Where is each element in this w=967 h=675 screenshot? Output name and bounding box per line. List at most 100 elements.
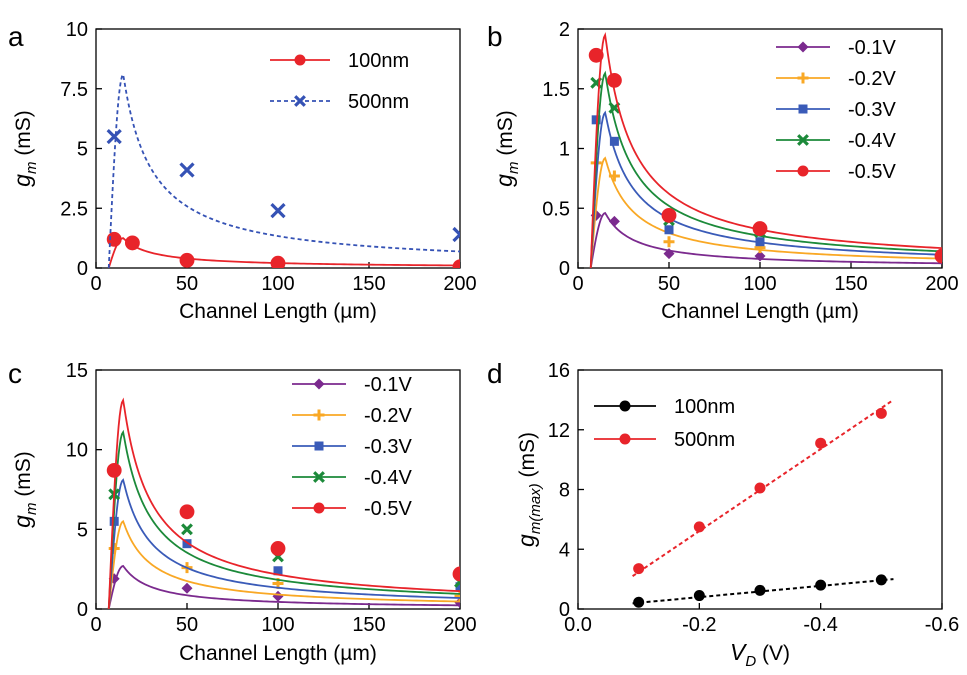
y-label-unit: (mS) xyxy=(12,110,35,161)
series-500nm xyxy=(632,399,895,577)
data-point xyxy=(663,248,675,260)
x-tick-label: 100 xyxy=(261,614,294,636)
legend-item: -0.3V xyxy=(776,99,896,121)
data-point xyxy=(179,252,195,268)
y-axis-label: gm (mS) xyxy=(9,110,40,187)
y-label-symbol: g xyxy=(513,534,539,547)
y-tick-label: 16 xyxy=(548,360,570,382)
data-point xyxy=(588,47,604,63)
fit-line xyxy=(632,578,894,605)
data-point xyxy=(124,235,140,251)
y-axis-label: gm (mS) xyxy=(491,110,522,187)
y-label-subscript: m(max) xyxy=(527,483,544,534)
x-tick-label: 200 xyxy=(443,273,476,295)
y-tick-label: 4 xyxy=(559,539,570,561)
y-tick-label: 7.5 xyxy=(60,79,88,101)
x-tick-label: 150 xyxy=(352,614,385,636)
data-point xyxy=(181,523,193,536)
y-tick-label: 0 xyxy=(559,258,570,280)
legend-label: -0.2V xyxy=(848,68,896,90)
x-tick-label: 0 xyxy=(572,273,583,295)
legend-marker xyxy=(313,378,325,390)
legend-item: 500nm xyxy=(270,91,409,113)
data-point xyxy=(934,248,942,264)
legend-marker xyxy=(798,104,808,114)
x-tick-label: 50 xyxy=(658,273,680,295)
y-tick-label: 2 xyxy=(559,19,570,41)
data-point xyxy=(106,462,122,478)
y-label-subscript: m xyxy=(23,162,40,175)
legend-item: -0.1V xyxy=(776,37,896,59)
x-axis-label: Channel Length (µm) xyxy=(179,642,377,665)
data-point xyxy=(754,584,766,596)
y-axis-label: gm(max) (mS) xyxy=(513,432,544,547)
legend-marker xyxy=(797,165,809,177)
series--0.5V xyxy=(106,397,460,609)
series-curve xyxy=(107,519,460,609)
x-tick-label: 150 xyxy=(352,273,385,295)
y-tick-label: 5 xyxy=(77,519,88,541)
legend-marker xyxy=(797,72,809,84)
legend-item: -0.2V xyxy=(776,68,896,90)
y-tick-label: 0 xyxy=(559,599,570,621)
y-label-subscript: m xyxy=(23,503,40,516)
panel-letter: d xyxy=(487,358,503,389)
plot-area xyxy=(588,31,942,268)
y-tick-label: 5 xyxy=(77,139,88,161)
legend: 100nm 500nm xyxy=(594,396,735,451)
x-tick-label: -0.2 xyxy=(682,614,716,636)
legend-marker xyxy=(619,433,631,445)
data-point xyxy=(181,582,193,594)
y-tick-label: 12 xyxy=(548,420,570,442)
data-point xyxy=(633,596,645,608)
y-tick-label: 0.5 xyxy=(542,198,570,220)
y-label-symbol: g xyxy=(9,174,35,187)
legend: 100nm 500nm xyxy=(270,50,409,113)
data-point xyxy=(609,136,619,146)
legend-label: -0.4V xyxy=(364,467,412,489)
series-curve xyxy=(107,478,460,609)
legend-label: -0.1V xyxy=(848,37,896,59)
data-point xyxy=(693,590,705,602)
legend-marker xyxy=(313,471,325,483)
data-point xyxy=(179,504,195,520)
y-tick-label: 2.5 xyxy=(60,198,88,220)
data-point xyxy=(452,259,460,268)
legend-label: -0.2V xyxy=(364,405,412,427)
legend: -0.1V -0.2V -0.3V -0.4V -0.5V xyxy=(292,374,412,520)
y-label-unit: (mS) xyxy=(516,432,539,483)
legend-marker xyxy=(619,400,631,412)
data-point xyxy=(106,231,122,247)
data-point xyxy=(106,128,122,145)
data-point xyxy=(179,162,195,178)
panel-letter: c xyxy=(8,358,22,389)
x-tick-label: 150 xyxy=(834,273,867,295)
legend-item: -0.4V xyxy=(292,467,412,489)
x-tick-label: -0.6 xyxy=(925,614,959,636)
legend-label: 500nm xyxy=(674,429,735,451)
y-label-symbol: g xyxy=(491,174,517,187)
legend-label: 500nm xyxy=(348,91,409,113)
data-point xyxy=(452,226,460,243)
legend-item: 100nm xyxy=(594,396,735,418)
legend-item: 500nm xyxy=(594,429,735,451)
data-point xyxy=(272,590,284,602)
series-500nm xyxy=(106,71,460,268)
legend-marker xyxy=(294,54,306,66)
series--0.1V xyxy=(589,209,942,268)
data-point xyxy=(661,207,677,223)
series-100nm xyxy=(632,574,894,608)
legend-marker xyxy=(797,134,809,146)
data-point xyxy=(452,566,460,582)
y-tick-label: 1 xyxy=(559,139,570,161)
x-label-unit: (V) xyxy=(756,642,790,665)
series-100nm xyxy=(106,231,460,268)
y-axis-label: gm (mS) xyxy=(9,451,40,528)
legend-marker xyxy=(314,441,324,451)
y-tick-label: 10 xyxy=(66,19,88,41)
data-point xyxy=(591,115,601,125)
legend-marker xyxy=(294,95,306,107)
series--0.1V xyxy=(107,564,460,609)
